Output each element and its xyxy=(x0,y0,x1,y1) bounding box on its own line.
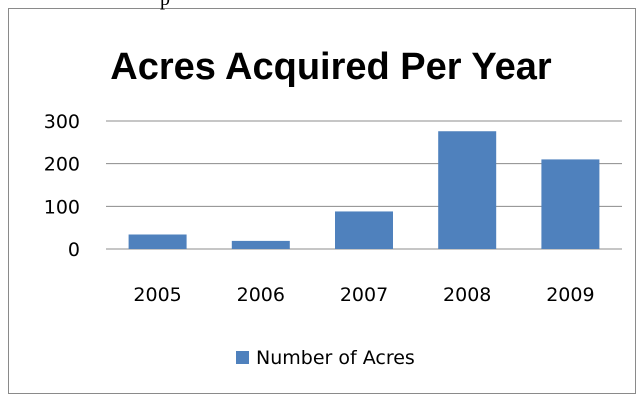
x-axis-ticks: 2005 2006 2007 2008 2009 xyxy=(133,284,594,306)
y-tick-label: 200 xyxy=(44,154,80,176)
y-axis-ticks: 0 100 200 300 xyxy=(44,111,80,261)
y-tick-label: 100 xyxy=(44,196,80,218)
bar-2005 xyxy=(128,234,187,249)
legend: Number of Acres xyxy=(236,347,415,369)
x-tick-label: 2007 xyxy=(340,284,388,306)
chart-title: Acres Acquired Per Year xyxy=(110,46,552,88)
legend-swatch xyxy=(236,351,249,364)
chart-frame xyxy=(8,8,636,394)
bar-series xyxy=(128,131,600,249)
x-tick-label: 2008 xyxy=(443,284,491,306)
y-tick-label: 0 xyxy=(68,239,80,261)
bar-2006 xyxy=(231,240,290,249)
bar-2007 xyxy=(335,211,393,249)
x-tick-label: 2005 xyxy=(133,284,181,306)
x-tick-label: 2006 xyxy=(237,284,285,306)
legend-label: Number of Acres xyxy=(256,347,415,369)
x-tick-label: 2009 xyxy=(546,284,594,306)
bar-2009 xyxy=(541,159,600,249)
bar-2008 xyxy=(438,131,497,249)
gridlines xyxy=(106,120,622,207)
page-fragment-text: p xyxy=(160,0,170,11)
y-tick-label: 300 xyxy=(44,111,80,133)
